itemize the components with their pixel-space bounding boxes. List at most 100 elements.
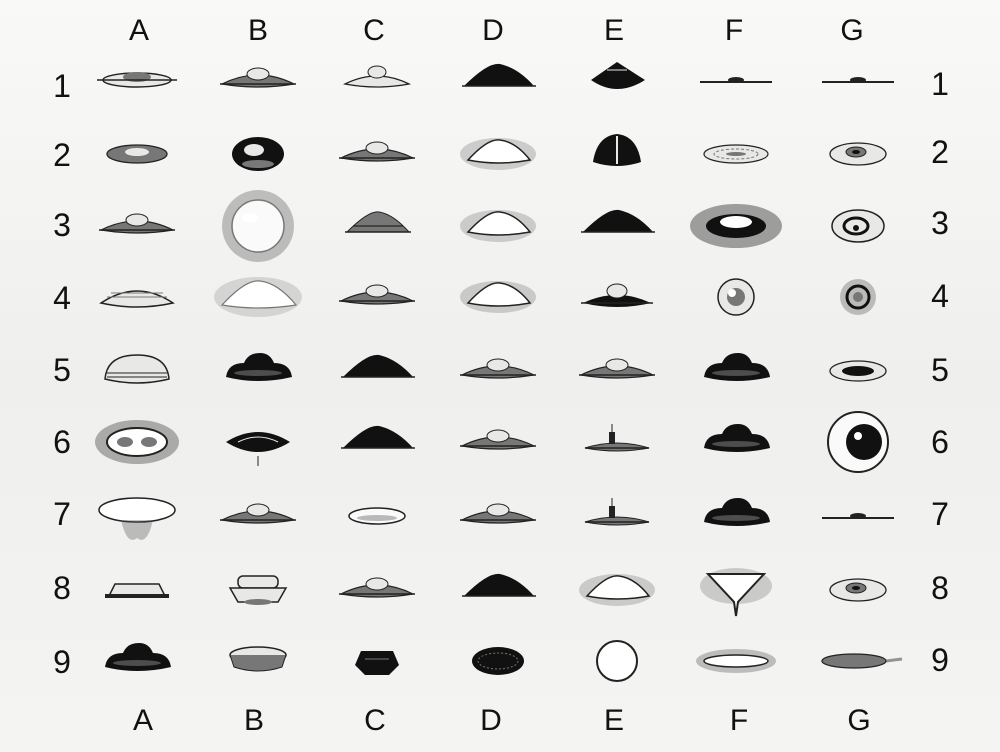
ufo-ellipse-light-icon (348, 507, 406, 525)
ufo-illustration-a4 (77, 257, 197, 337)
row-label-left-9: 9 (53, 644, 71, 680)
ufo-illustration-g7 (798, 476, 918, 556)
ufo-illustration-d6 (438, 402, 558, 482)
row-label-right-9: 9 (931, 642, 949, 678)
ufo-cloud-dark-icon (690, 204, 782, 248)
ufo-sphere-halo-icon (222, 190, 294, 262)
column-label-top-D: D (482, 14, 504, 47)
row-label-left-5: 5 (53, 352, 71, 388)
ufo-illustration-b4 (198, 257, 318, 337)
row-label-left-7: 7 (53, 496, 71, 532)
ufo-ring-circle-icon (596, 640, 638, 682)
ufo-sphere-small-icon (717, 278, 755, 316)
ufo-illustration-d3 (438, 186, 558, 266)
ufo-illustration-b3 (198, 186, 318, 266)
ufo-hat-glow-icon (460, 210, 536, 242)
ufo-illustration-a2 (77, 114, 197, 194)
ufo-illustration-a5 (77, 331, 197, 411)
row-label-right-2: 2 (931, 134, 949, 170)
ufo-illustration-a1 (77, 40, 197, 120)
ufo-hat-dark-icon (462, 63, 536, 87)
ufo-hat-glow-icon (460, 138, 536, 170)
column-label-top-G: G (840, 14, 864, 47)
ufo-illustration-e5 (557, 331, 677, 411)
ufo-hat-glow-faint-icon (214, 277, 302, 317)
ufo-disc-rings-icon (703, 144, 769, 164)
ufo-saucer-dome-icon (220, 67, 296, 88)
row-label-left-2: 2 (53, 137, 71, 173)
ufo-dome-dark-icon (105, 643, 171, 671)
ufo-illustration-c8 (317, 550, 437, 630)
ufo-saucer-dome-icon (460, 358, 536, 379)
ufo-illustration-a6 (77, 402, 197, 482)
ufo-illustration-d4 (438, 257, 558, 337)
ufo-line-flat-icon (822, 513, 894, 519)
ufo-cone-dark-icon (591, 62, 645, 89)
ufo-illustration-d7 (438, 476, 558, 556)
ufo-sphere-dark-icon (232, 137, 284, 171)
ufo-illustration-e2 (557, 114, 677, 194)
ufo-illustration-c4 (317, 257, 437, 337)
row-label-left-3: 3 (53, 207, 71, 243)
ufo-illustration-c2 (317, 114, 437, 194)
ufo-illustration-f2 (676, 114, 796, 194)
ufo-saucer-dome-light-icon (342, 65, 412, 88)
ufo-line-flat-icon (700, 77, 772, 83)
ufo-sphere-ring-icon (840, 279, 876, 315)
ufo-bell-dark-icon (593, 134, 641, 166)
ufo-saucer-dome-icon (339, 577, 415, 598)
row-label-right-6: 6 (931, 424, 949, 460)
row-label-right-3: 3 (931, 205, 949, 241)
ufo-illustration-c5 (317, 331, 437, 411)
ufo-illustration-b1 (198, 40, 318, 120)
ufo-saucer-dome-icon (460, 503, 536, 524)
ufo-disc-tail-icon (821, 653, 903, 669)
ufo-illustration-d5 (438, 331, 558, 411)
column-label-top-E: E (603, 14, 624, 47)
ufo-ellipse-eye-icon (829, 142, 887, 166)
ufo-illustration-g3 (798, 186, 918, 266)
ufo-illustration-f9 (676, 621, 796, 701)
ufo-hat-dark-icon (341, 425, 415, 449)
ufo-illustration-e8 (557, 550, 677, 630)
ufo-ellipse-dark-icon (472, 647, 524, 675)
ufo-illustration-g5 (798, 331, 918, 411)
ufo-illustration-f6 (676, 402, 796, 482)
ufo-cloud-ring-icon (95, 420, 179, 464)
ufo-ellipse-eye-icon (829, 578, 887, 602)
ufo-illustration-c1 (317, 40, 437, 120)
ufo-saucer-dome-icon (460, 429, 536, 450)
ufo-illustration-f5 (676, 331, 796, 411)
row-label-right-7: 7 (931, 496, 949, 532)
ufo-saucer-dome-icon (220, 503, 296, 524)
ufo-eye-large-icon (827, 411, 889, 473)
ufo-illustration-g8 (798, 550, 918, 630)
column-label-top-F: F (724, 14, 744, 47)
ufo-illustration-c6 (317, 402, 437, 482)
ufo-illustration-b6 (198, 402, 318, 482)
ufo-illustration-b8 (198, 550, 318, 630)
column-label-top-A: A (128, 14, 149, 47)
ufo-illustration-g1 (798, 40, 918, 120)
ufo-blob-dark-icon (355, 651, 399, 675)
ufo-saucer-striped-icon (99, 290, 175, 308)
ufo-dome-dark-icon (704, 353, 770, 381)
ufo-illustration-f8 (676, 550, 796, 630)
ufo-dome-dark-icon (704, 424, 770, 452)
ufo-illustration-d1 (438, 40, 558, 120)
column-label-bottom-B: B (243, 704, 264, 737)
ufo-disc-thin-icon (97, 72, 177, 88)
ufo-saucer-dome-icon (339, 141, 415, 162)
column-label-bottom-D: D (480, 704, 502, 737)
column-label-top-C: C (363, 14, 385, 47)
ufo-illustration-b9 (198, 621, 318, 701)
ufo-illustration-e7 (557, 476, 677, 556)
ufo-illustration-e3 (557, 186, 677, 266)
ufo-saucer-antenna-icon (584, 498, 650, 526)
ufo-illustration-e6 (557, 402, 677, 482)
ufo-illustration-f4 (676, 257, 796, 337)
ufo-saucer-dome-icon (579, 358, 655, 379)
row-label-right-5: 5 (931, 352, 949, 388)
ufo-triangle-drop-icon (700, 568, 772, 617)
